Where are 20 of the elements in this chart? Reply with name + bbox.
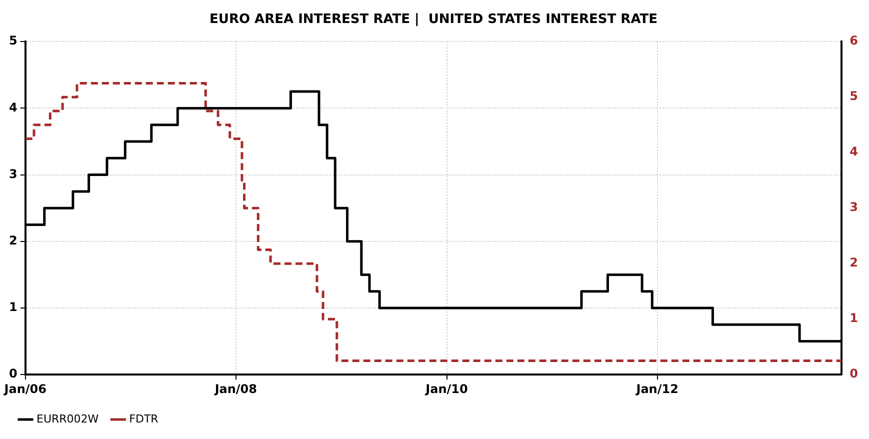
legend-label: EURR002W [36, 412, 99, 426]
y2-tick-label: 4 [850, 144, 858, 159]
y2-tick-label: 5 [850, 89, 858, 104]
x-tick-label: Jan/06 [3, 382, 46, 396]
y2-tick-label: 6 [850, 34, 858, 48]
y-tick-label: 5 [8, 34, 18, 48]
chart-title: EURO AREA INTEREST RATE | UNITED STATES INTEREST RATE [210, 12, 658, 28]
y2-tick-label: 3 [850, 200, 858, 214]
legend-label: FDTR [129, 412, 159, 426]
x-tick-label: Jan/08 [214, 382, 258, 396]
y-tick-label: 2 [8, 234, 18, 248]
y2-tick-label: 0 [850, 366, 858, 381]
y2-tick-label: 2 [850, 256, 858, 270]
y-tick-label: 0 [8, 366, 18, 381]
x-tick-label: Jan/12 [635, 382, 678, 396]
x-tick-label: Jan/10 [424, 382, 468, 396]
y2-tick-label: 1 [850, 311, 858, 326]
y-tick-label: 1 [8, 300, 18, 314]
y-tick-label: 4 [8, 100, 18, 114]
y-tick-label: 3 [8, 166, 18, 181]
